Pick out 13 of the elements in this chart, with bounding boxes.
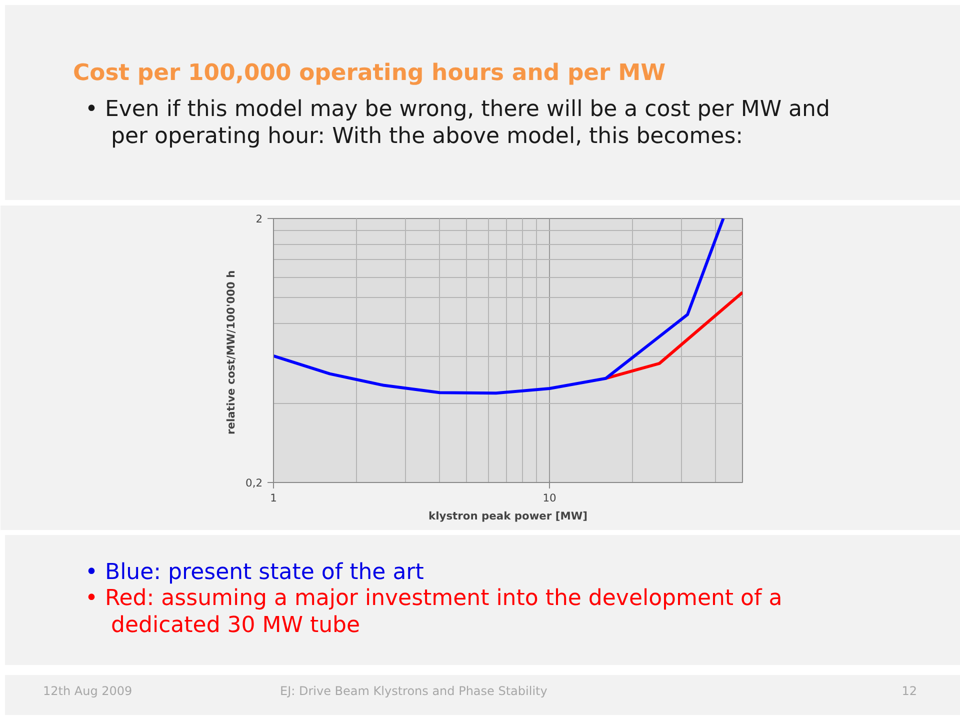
text: • Red: assuming a major investment into the development of a dedicated 30 MW tube — [85, 586, 784, 640]
x-axis-title: klystron peak power [MW] — [428, 510, 588, 522]
text: • Even if this model may be wrong, there will be a cost per MW and per operating hour: With the above model, this becomes: — [85, 97, 831, 150]
text: 12th Aug 2009 — [43, 683, 132, 700]
y-tick-label: 2 — [256, 212, 262, 226]
x-tick-label: 10 — [542, 492, 557, 504]
y-tick-label: 0,2 — [246, 476, 263, 490]
x-tick-label: 1 — [270, 492, 277, 504]
y-axis-title: relative cost/MW/100'000 h — [224, 270, 238, 434]
text: EJ: Drive Beam Klystrons and Phase Stability — [280, 683, 548, 700]
chart-title: Cost per 100,000 operating hours and per MW — [72, 59, 667, 88]
text: 12 — [902, 683, 917, 700]
text: • Blue: present state of the art — [85, 560, 425, 586]
